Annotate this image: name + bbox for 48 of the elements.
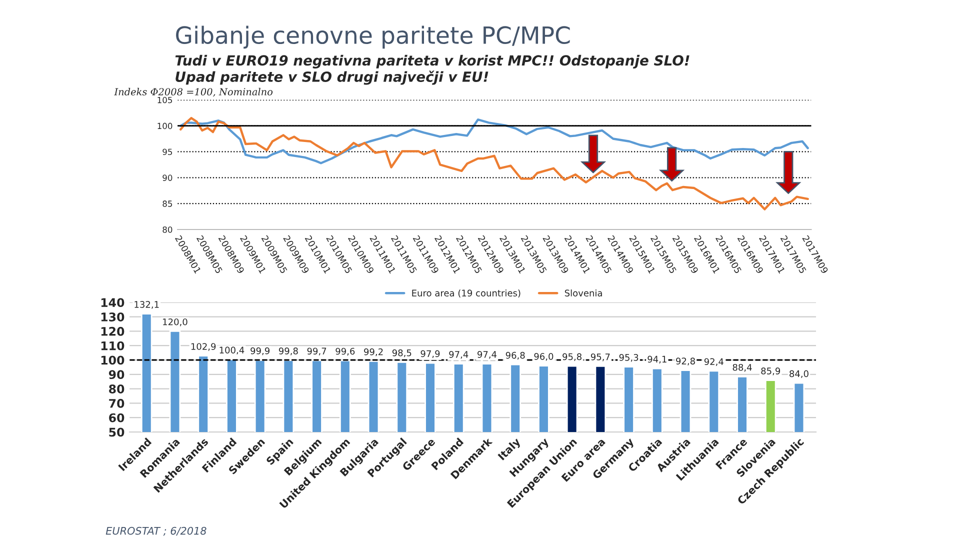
line-series bbox=[180, 118, 809, 164]
text: EUROSTAT ; 6/2018 bbox=[106, 526, 206, 536]
y-tick-label: 95 bbox=[162, 148, 172, 156]
y-tick-label: 110 bbox=[101, 341, 124, 350]
data-label: 92,8 bbox=[676, 358, 695, 366]
data-label: 99,7 bbox=[307, 348, 326, 356]
data-label: 99,2 bbox=[364, 348, 383, 356]
data-label: 95,3 bbox=[619, 354, 638, 362]
y-tick-label: 105 bbox=[158, 96, 172, 104]
data-label: 88,4 bbox=[732, 364, 752, 372]
data-label: 99,6 bbox=[336, 348, 355, 356]
data-label: 96,0 bbox=[534, 353, 554, 361]
data-label: 85,9 bbox=[761, 368, 780, 376]
y-tick-label: 120 bbox=[101, 326, 124, 336]
data-label: 96,8 bbox=[506, 352, 525, 360]
y-tick-label: 70 bbox=[109, 398, 124, 408]
data-label: 94,1 bbox=[648, 356, 666, 364]
data-label: 99,8 bbox=[278, 348, 298, 356]
y-tick-label: 80 bbox=[162, 226, 172, 233]
y-tick-label: 85 bbox=[162, 200, 172, 207]
y-tick-label: 100 bbox=[101, 356, 124, 365]
legend-label: Slovenia bbox=[564, 289, 602, 296]
data-label: 97,4 bbox=[478, 351, 497, 359]
y-tick-label: 130 bbox=[101, 312, 124, 322]
y-tick-label: 60 bbox=[109, 413, 124, 422]
data-label: 84,0 bbox=[790, 370, 808, 378]
y-tick-label: 90 bbox=[108, 370, 124, 380]
data-label: 98,5 bbox=[392, 349, 412, 358]
line-series bbox=[180, 116, 809, 210]
data-label: 97,9 bbox=[420, 350, 440, 358]
data-label: 97,4 bbox=[449, 351, 468, 359]
data-label: 92,4 bbox=[704, 358, 724, 366]
data-label: 100,4 bbox=[220, 346, 244, 354]
data-label: 95,8 bbox=[562, 353, 582, 362]
chart-title: Gibanje cenovne paritete PC/MPC bbox=[176, 26, 570, 49]
data-label: 120,0 bbox=[163, 318, 188, 326]
data-label: 99,9 bbox=[250, 347, 270, 356]
y-tick-label: 100 bbox=[158, 122, 172, 130]
y-tick-label: 80 bbox=[109, 384, 124, 394]
y-tick-label: 50 bbox=[109, 428, 124, 437]
legend-label: Euro area (19 countries) bbox=[412, 289, 520, 298]
data-label: 132,1 bbox=[134, 301, 159, 309]
data-label: 95,7 bbox=[590, 353, 610, 362]
y-tick-label: 90 bbox=[162, 174, 172, 181]
chart-subtitle: Tudi v EURO19 negativna pariteta v korist MPC!! Odstopanje SLO! Upad paritete v SLO drugi največji v EU! bbox=[175, 54, 690, 85]
y-axis-title: Indeks Φ2008 =100, Nominalno bbox=[114, 88, 273, 97]
data-label: 102,9 bbox=[191, 343, 216, 351]
y-tick-label: 140 bbox=[101, 298, 124, 308]
